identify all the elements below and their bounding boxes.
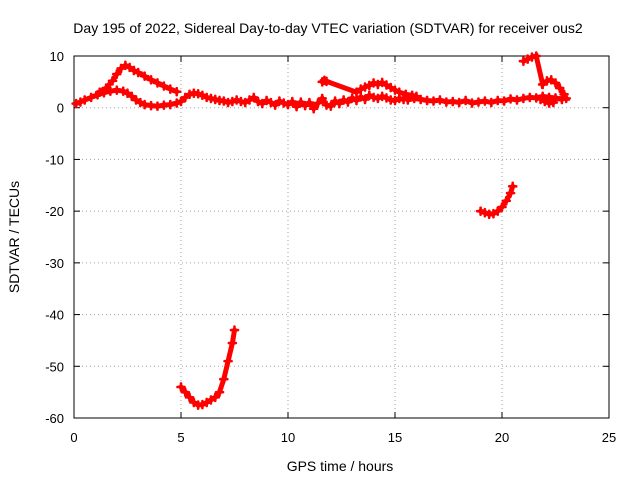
- data-point: [351, 95, 362, 106]
- x-tick-label: 5: [177, 430, 184, 445]
- data-point: [214, 387, 225, 397]
- data-point: [248, 92, 259, 103]
- data-point: [139, 71, 150, 81]
- data-point: [152, 78, 163, 88]
- data-point: [176, 96, 186, 107]
- y-tick-label: -60: [45, 411, 64, 426]
- series-low-level-late: [403, 91, 567, 108]
- data-point: [480, 96, 490, 106]
- data-point: [133, 67, 143, 78]
- series-negative-arc-late: [475, 181, 518, 220]
- data-point: [270, 100, 280, 110]
- data-point: [210, 392, 221, 403]
- axis-ticks: [73, 55, 610, 419]
- data-point: [146, 74, 156, 85]
- series-upper-arc-mid: [317, 75, 422, 102]
- data-point: [165, 99, 176, 110]
- y-tick-label: 10: [50, 49, 64, 64]
- data-point: [550, 78, 561, 88]
- data-point: [499, 96, 509, 106]
- data-point: [112, 69, 122, 79]
- plot-frame: [73, 55, 610, 419]
- y-tick-label: -10: [45, 152, 64, 167]
- y-tick-label: 0: [57, 101, 64, 116]
- data-point: [394, 87, 405, 97]
- data-point: [554, 83, 565, 93]
- data-point: [460, 95, 471, 106]
- x-tick-label: 0: [70, 430, 77, 445]
- data-point: [486, 97, 497, 108]
- data-point: [403, 95, 413, 105]
- data-point: [159, 81, 169, 91]
- data-point: [497, 202, 507, 212]
- data-point: [227, 338, 238, 348]
- x-tick-label: 15: [388, 430, 402, 445]
- data-point: [321, 76, 332, 87]
- series-negative-arc-early: [176, 325, 240, 410]
- y-tick-label: -40: [45, 308, 64, 323]
- data-point: [561, 93, 571, 104]
- series-late-spikes: [518, 51, 571, 108]
- data-point: [223, 356, 233, 366]
- data-point: [92, 89, 103, 100]
- data-point: [79, 95, 90, 105]
- series-upper-arc-early: [94, 60, 182, 97]
- series-low-level-mid: [244, 90, 409, 114]
- data-points: [71, 51, 571, 410]
- data-point: [229, 325, 240, 335]
- data-point: [454, 97, 464, 108]
- x-axis-label: GPS time / hours: [287, 458, 394, 474]
- data-point: [296, 97, 306, 107]
- x-tick-label: 25: [602, 430, 616, 445]
- data-point: [507, 181, 518, 192]
- grid-lines: [74, 56, 609, 418]
- chart-title: Day 195 of 2022, Sidereal Day-to-day VTE…: [73, 20, 583, 36]
- data-point: [287, 96, 298, 107]
- y-axis-label: SDTVAR / TECUs: [6, 181, 22, 293]
- x-tick-label: 20: [495, 430, 509, 445]
- data-point: [291, 101, 302, 112]
- data-point: [548, 97, 559, 108]
- data-point: [184, 392, 195, 403]
- data-point: [219, 374, 229, 385]
- data-point: [86, 92, 96, 103]
- x-tick-labels: 0 5 10 15 20 25: [70, 430, 616, 445]
- data-point: [99, 87, 109, 98]
- data-point: [165, 84, 176, 94]
- data-point: [537, 79, 548, 90]
- data-point: [180, 387, 191, 397]
- data-point: [317, 93, 328, 104]
- data-point: [435, 95, 445, 105]
- series-low-level-early: [71, 85, 250, 111]
- data-point: [313, 98, 323, 108]
- data-point: [107, 76, 118, 86]
- y-tick-label: -30: [45, 256, 64, 271]
- data-point: [308, 103, 319, 114]
- data-point: [126, 91, 137, 102]
- y-tick-label: -50: [45, 359, 64, 374]
- data-point: [492, 206, 503, 216]
- data-point: [360, 94, 370, 105]
- data-point: [512, 95, 522, 105]
- data-point: [501, 196, 512, 206]
- data-point: [176, 382, 186, 392]
- data-point: [334, 98, 345, 109]
- data-point: [505, 188, 516, 198]
- y-tick-label: -20: [45, 204, 64, 219]
- x-tick-label: 10: [281, 430, 295, 445]
- y-tick-labels: -60 -50 -40 -30 -20 -10 0 10: [45, 49, 64, 426]
- data-point: [531, 51, 542, 61]
- data-point: [304, 97, 315, 108]
- data-point: [171, 86, 182, 97]
- data-point: [326, 101, 336, 111]
- data-point: [343, 97, 353, 107]
